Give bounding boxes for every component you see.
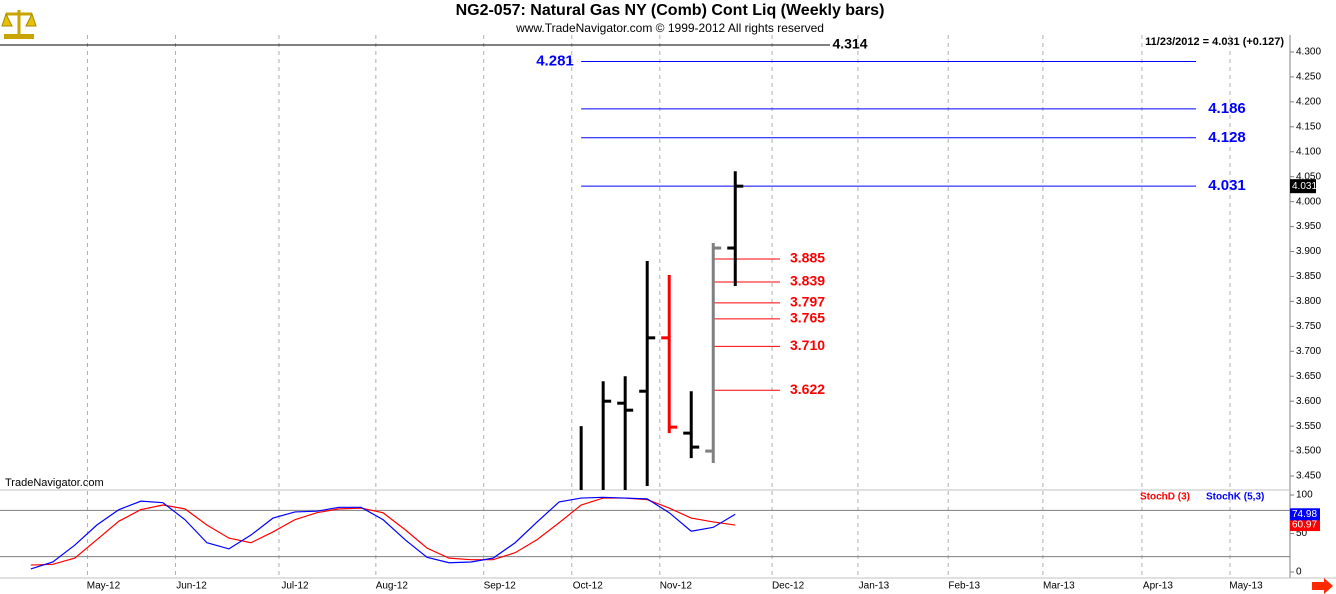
level-label: 3.839 xyxy=(790,273,825,289)
y-tick-label: 4.050 xyxy=(1296,171,1321,182)
level-label: 3.710 xyxy=(790,337,825,353)
x-tick-label: Jun-12 xyxy=(176,581,207,592)
x-tick-label: May-12 xyxy=(87,581,121,592)
value-tag-bg xyxy=(1290,519,1320,532)
last-quote: 11/23/2012 = 4.031 (+0.127) xyxy=(1145,36,1284,48)
level-label: 4.186 xyxy=(1208,100,1246,117)
y-tick-label: 3.450 xyxy=(1296,471,1321,482)
scroll-arrow[interactable] xyxy=(1312,578,1333,594)
y-tick-label: 4.300 xyxy=(1296,47,1321,58)
y-tick-label: 4.250 xyxy=(1296,72,1321,83)
x-tick-label: Jul-12 xyxy=(281,581,309,592)
y-tick-label: 0 xyxy=(1296,567,1302,578)
watermark: TradeNavigator.com xyxy=(5,477,104,489)
y-tick-label: 3.550 xyxy=(1296,421,1321,432)
y-tick-label: 4.150 xyxy=(1296,121,1321,132)
level-label: 3.797 xyxy=(790,294,825,310)
chart-title: NG2-057: Natural Gas NY (Comb) Cont Liq … xyxy=(456,2,885,19)
logo xyxy=(1,10,37,39)
price-tag: 4.031 xyxy=(1292,181,1317,192)
level-label: 3.885 xyxy=(790,250,825,266)
value-tag: 60.97 xyxy=(1292,520,1317,531)
x-tick-label: Oct-12 xyxy=(573,581,603,592)
value-tag-bg xyxy=(1290,508,1320,521)
y-tick-label: 4.200 xyxy=(1296,97,1321,108)
y-tick-label: 3.950 xyxy=(1296,221,1321,232)
x-tick-label: Mar-13 xyxy=(1043,581,1075,592)
legend-entry: StochD (3) xyxy=(1140,492,1190,503)
y-tick-label: 3.900 xyxy=(1296,246,1321,257)
level-label: 3.622 xyxy=(790,381,825,397)
level-label: 4.128 xyxy=(1208,129,1246,146)
stoch-line xyxy=(30,496,736,570)
level-label: 3.765 xyxy=(790,310,825,326)
legend-entry: StochK (5,3) xyxy=(1206,492,1264,503)
y-tick-label: 4.100 xyxy=(1296,146,1321,157)
y-tick-label: 3.850 xyxy=(1296,271,1321,282)
level-label: 4.031 xyxy=(1208,177,1246,194)
y-tick-label: 4.000 xyxy=(1296,196,1321,207)
x-tick-label: Sep-12 xyxy=(484,581,517,592)
value-tag: 74.98 xyxy=(1292,509,1317,520)
y-tick-label: 100 xyxy=(1296,490,1313,501)
y-tick-label: 3.650 xyxy=(1296,371,1321,382)
y-tick-label: 3.600 xyxy=(1296,396,1321,407)
copyright: www.TradeNavigator.com © 1999-2012 All r… xyxy=(515,21,824,35)
x-tick-label: Dec-12 xyxy=(772,581,805,592)
y-tick-label: 3.500 xyxy=(1296,446,1321,457)
price-tag-bg xyxy=(1290,179,1316,194)
x-tick-label: Nov-12 xyxy=(660,581,693,592)
level-label: 4.314 xyxy=(832,36,867,52)
y-tick-label: 50 xyxy=(1296,528,1308,539)
level-label: 4.281 xyxy=(536,52,574,69)
x-tick-label: Aug-12 xyxy=(376,581,409,592)
x-tick-label: Feb-13 xyxy=(948,581,980,592)
y-tick-label: 3.750 xyxy=(1296,321,1321,332)
x-tick-label: Apr-13 xyxy=(1143,581,1173,592)
x-tick-label: May-13 xyxy=(1229,581,1263,592)
y-tick-label: 3.700 xyxy=(1296,346,1321,357)
x-tick-label: Jan-13 xyxy=(859,581,890,592)
y-tick-label: 3.800 xyxy=(1296,296,1321,307)
